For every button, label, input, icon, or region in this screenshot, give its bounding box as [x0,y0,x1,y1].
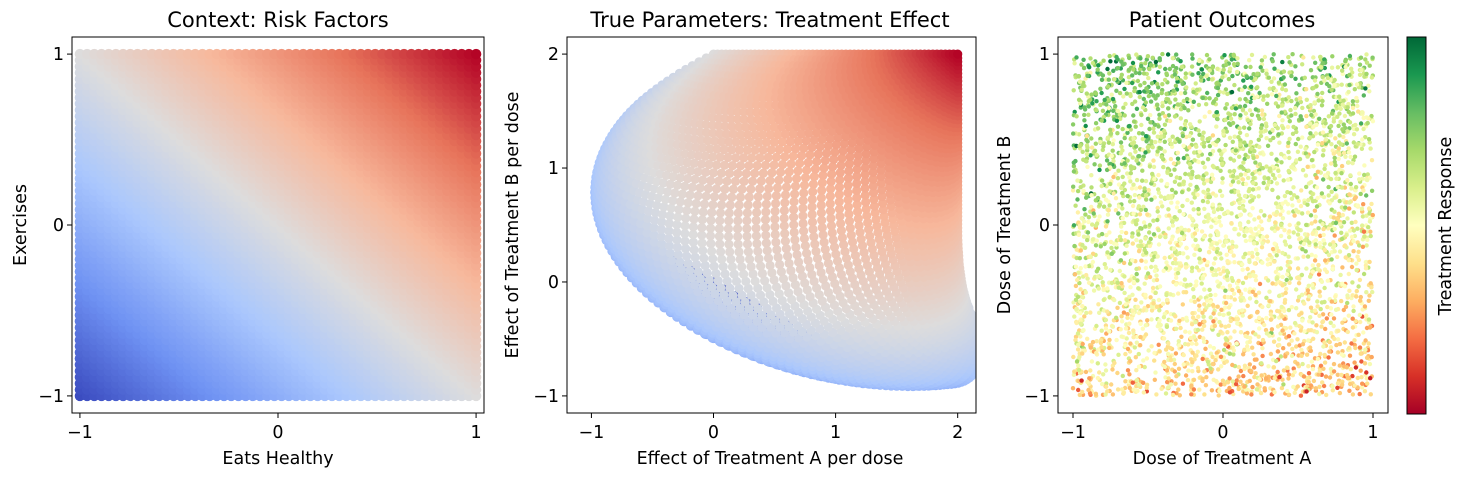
context-point [434,48,446,60]
context-point [96,48,107,60]
context-point [312,48,323,60]
context-point [319,48,330,60]
ticks: −1 0 1 −1 0 1 [38,45,481,443]
context-point [290,48,302,60]
plot-area [590,49,976,392]
context-point [326,48,338,60]
context-point [125,48,136,60]
context-point [370,48,381,60]
context-point [197,48,208,60]
context-point [334,48,345,60]
context-point [204,48,215,60]
y-tick-label: 0 [53,216,64,236]
x-tick-label: 0 [272,423,283,443]
context-point [406,48,417,60]
context-point [161,48,172,60]
context-point [262,48,273,60]
context-point [470,48,482,60]
context-point [341,48,352,60]
context-point [247,48,258,60]
context-point [117,48,129,60]
context-point [190,48,201,60]
context-point [283,48,294,60]
context-point [175,48,186,60]
context-point [305,48,316,60]
context-point [384,48,395,60]
y-tick-label: 1 [53,45,64,65]
context-point [89,48,100,60]
panel-treatment-effect: True Parameters: Treatment Effect −1 0 1 2−… [503,8,977,469]
x-axis-label: Eats Healthy [222,449,333,469]
context-point [449,48,460,60]
context-point [362,48,374,60]
plot-area [74,48,482,402]
context-point [81,48,93,60]
context-point [233,48,244,60]
context-point [254,48,266,60]
context-point [182,48,194,60]
context-point [377,48,388,60]
context-point [456,48,467,60]
context-point [427,48,439,60]
x-tick-label: −1 [67,423,93,443]
panel-risk-factors: Context: Risk Factors −1 0 1 −1 0 1 Eats Heal… [11,8,485,469]
context-point [442,48,453,60]
chart-title: True Parameters: Treatment Effect [589,8,949,32]
context-point [146,48,158,60]
context-point [463,48,475,60]
context-point [154,48,165,60]
context-point [226,48,237,60]
x-tick-label: 1 [471,423,482,443]
chart-title: Context: Risk Factors [167,8,388,32]
context-point [110,48,122,60]
context-point [298,48,309,60]
y-tick-label: −1 [38,387,64,407]
context-point [139,48,150,60]
context-point [240,48,251,60]
y-axis-label: Exercises [11,184,31,266]
context-point [276,48,287,60]
context-point [168,48,179,60]
context-point [74,48,86,60]
context-point [269,48,280,60]
context-point [398,48,410,60]
context-point [348,48,359,60]
context-point [413,48,424,60]
context-point [218,48,230,60]
context-point [103,48,114,60]
effect-point [666,203,676,213]
context-point [132,48,143,60]
context-point [391,48,402,60]
context-point [211,48,222,60]
context-point [355,48,366,60]
context-point [420,48,431,60]
